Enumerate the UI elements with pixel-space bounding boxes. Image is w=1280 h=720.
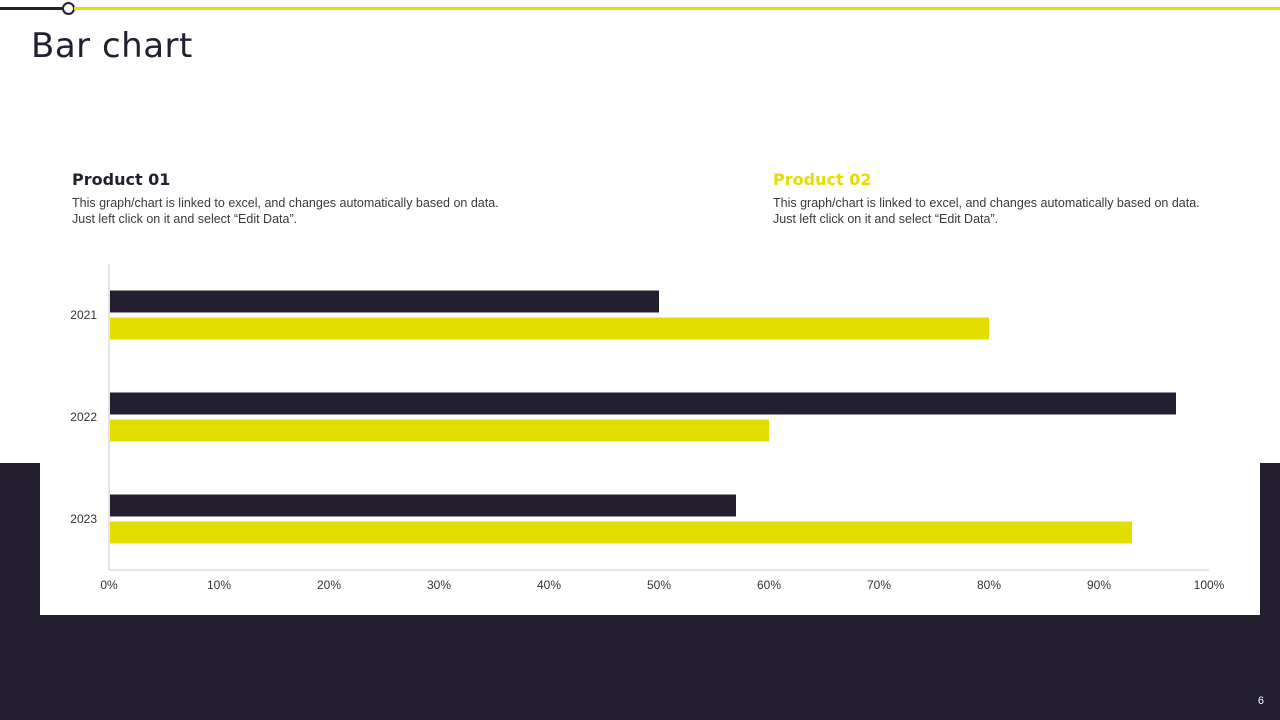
top-rule-accent <box>74 7 1280 10</box>
bar-2023-series-1 <box>110 494 736 517</box>
legend-product-01-title: Product 01 <box>72 170 171 189</box>
x-tick-label: 40% <box>537 578 561 592</box>
bar-2021-series-1 <box>110 290 659 313</box>
x-tick-label: 30% <box>427 578 451 592</box>
x-tick-label: 70% <box>867 578 891 592</box>
legend-product-02-title: Product 02 <box>773 170 872 189</box>
x-tick-label: 60% <box>757 578 781 592</box>
legend-product-01: Product 01 This graph/chart is linked to… <box>72 170 512 227</box>
x-tick-label: 20% <box>317 578 341 592</box>
bar-2023-series-2 <box>110 521 1132 544</box>
page-number: 6 <box>1257 695 1264 707</box>
bar-2022-series-1 <box>110 392 1176 415</box>
x-tick-label: 50% <box>647 578 671 592</box>
legend-product-01-description: This graph/chart is linked to excel, and… <box>72 196 499 226</box>
legend-product-02-description: This graph/chart is linked to excel, and… <box>773 196 1200 226</box>
x-tick-label: 90% <box>1087 578 1111 592</box>
y-tick-label-2022: 2022 <box>70 410 97 424</box>
x-tick-label: 100% <box>1194 578 1225 592</box>
y-tick-label-2023: 2023 <box>70 512 97 526</box>
x-tick-label: 0% <box>100 578 118 592</box>
x-tick-label: 10% <box>207 578 231 592</box>
page-title: Bar chart <box>31 26 193 66</box>
bar-2021-series-2 <box>110 317 989 340</box>
bar-chart: 2021 2022 2023 0% 10% 20% 30% 40% 50% 60% 70% 80% 90… <box>70 264 1225 592</box>
chart-card: 2021 2022 2023 0% 10% 20% 30% 40% 50% 60% 70% 80% 90… <box>40 243 1260 615</box>
top-rule-dark <box>0 7 62 10</box>
y-tick-label-2021: 2021 <box>70 308 97 322</box>
bar-2022-series-2 <box>110 419 769 442</box>
legend-product-02: Product 02 This graph/chart is linked to… <box>773 170 1213 227</box>
x-tick-label: 80% <box>977 578 1001 592</box>
